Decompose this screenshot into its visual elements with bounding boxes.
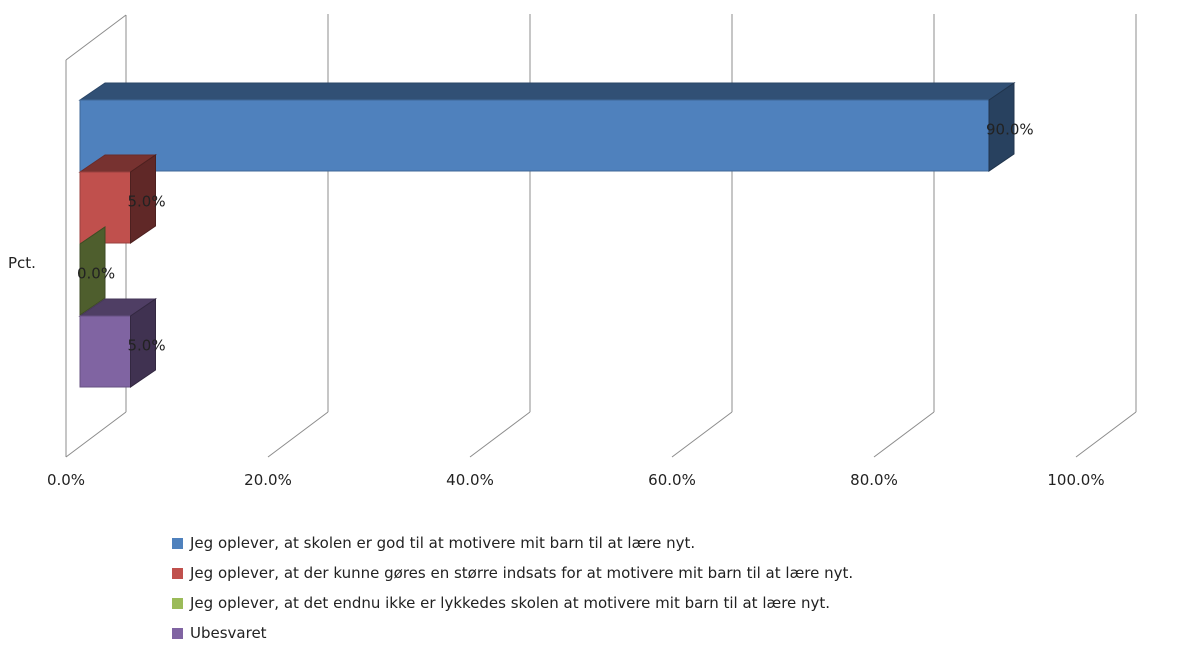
bar-side-face	[988, 82, 1015, 172]
bar-front-face	[79, 315, 131, 388]
bar-data-label: 5.0%	[128, 193, 166, 211]
bar-series-1: 90.0%	[78, 82, 1034, 172]
x-tick-label: 80.0%	[850, 471, 898, 489]
bar-top-face	[78, 82, 1016, 101]
legend-swatch	[172, 537, 183, 549]
legend: Jeg oplever, at skolen er god til at mot…	[172, 528, 853, 648]
bar-data-label: 0.0%	[77, 265, 115, 283]
bar-data-label: 90.0%	[986, 121, 1034, 139]
category-axis-label: Pct.	[8, 254, 36, 272]
x-tick-label: 20.0%	[244, 471, 292, 489]
chart-bars: 90.0% 5.0% 0.0% 5.0%	[77, 82, 1034, 388]
bar-data-label: 5.0%	[128, 337, 166, 355]
legend-item: Jeg oplever, at det endnu ikke er lykked…	[172, 588, 853, 618]
legend-swatch	[172, 567, 183, 579]
legend-label: Jeg oplever, at skolen er god til at mot…	[190, 534, 696, 552]
gridline-floor	[1075, 411, 1137, 458]
gridline-floor	[671, 411, 733, 458]
legend-item: Jeg oplever, at skolen er god til at mot…	[172, 528, 853, 558]
bar-series-3: 0.0%	[77, 226, 115, 316]
bar-series-2: 5.0%	[78, 154, 166, 244]
legend-label: Ubesvaret	[190, 624, 267, 642]
legend-swatch	[172, 597, 183, 609]
legend-label: Jeg oplever, at det endnu ikke er lykked…	[190, 594, 831, 612]
legend-swatch	[172, 627, 183, 639]
gridline-floor	[267, 411, 329, 458]
chart-grid	[65, 14, 1137, 458]
x-tick-label: 100.0%	[1047, 471, 1104, 489]
bar-side-face	[79, 226, 106, 316]
x-tick-label: 0.0%	[47, 471, 85, 489]
bar-series-4: 5.0%	[78, 298, 166, 388]
legend-item: Jeg oplever, at der kunne gøres en størr…	[172, 558, 853, 588]
bar-side-face	[130, 298, 156, 388]
x-tick-label: 60.0%	[648, 471, 696, 489]
chart-x-ticks: 0.0% 20.0% 40.0% 60.0% 80.0% 100.0%	[47, 471, 1105, 489]
gridline-floor	[469, 411, 531, 458]
wall-top-edge	[65, 14, 127, 61]
bar-front-face	[79, 99, 990, 172]
legend-label: Jeg oplever, at der kunne gøres en størr…	[190, 564, 854, 582]
gridline-floor	[65, 411, 127, 458]
bar-side-face	[130, 154, 156, 244]
gridline-floor	[873, 411, 935, 458]
x-tick-label: 40.0%	[446, 471, 494, 489]
legend-item: Ubesvaret	[172, 618, 853, 648]
